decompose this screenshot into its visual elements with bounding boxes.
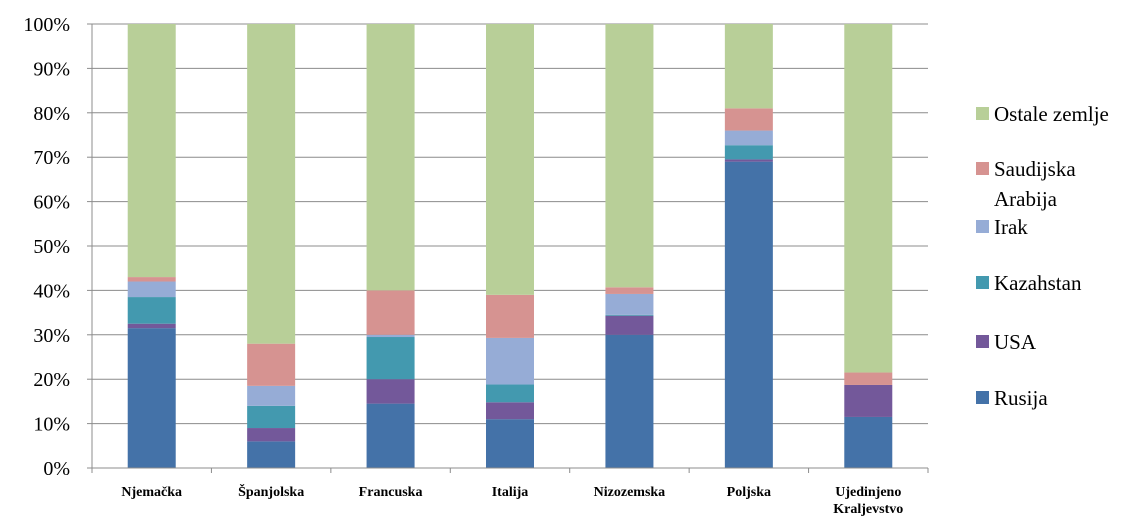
- bar-segment: [486, 337, 534, 385]
- bar-segment: [486, 384, 534, 403]
- y-tick-label: 70%: [33, 147, 70, 169]
- bar-segment: [844, 416, 893, 468]
- bar-segment: [127, 328, 176, 468]
- bar-segment: [605, 315, 654, 335]
- legend-label: USA: [994, 330, 1037, 354]
- bar-segment: [366, 337, 415, 380]
- x-tick-label: Španjolska: [238, 483, 304, 500]
- x-tick-label: Ujedinjeno Kraljevstvo: [833, 485, 903, 517]
- bar-segment: [127, 24, 176, 278]
- y-tick-label: 80%: [33, 103, 70, 125]
- bar-segment: [486, 419, 534, 468]
- y-tick-label: 0%: [43, 458, 70, 480]
- bar-segment: [127, 277, 176, 282]
- bar-segment: [605, 314, 654, 316]
- y-tick-label: 60%: [33, 192, 70, 214]
- bar-segment: [724, 159, 773, 162]
- legend-label: Irak: [994, 215, 1028, 239]
- bar-segment: [366, 290, 415, 335]
- bar-segment: [247, 428, 296, 442]
- bar-segment: [486, 402, 534, 420]
- bar-segment: [486, 294, 534, 338]
- x-tick-label: Italija: [492, 485, 529, 500]
- x-tick-label: Francuska: [359, 485, 423, 500]
- legend-swatch: [976, 162, 989, 175]
- bar-segment: [724, 108, 773, 131]
- bar-segment: [605, 287, 654, 294]
- bars: [127, 24, 893, 468]
- bar-segment: [127, 281, 176, 298]
- bar-segment: [366, 379, 415, 404]
- x-tick-label: Njemačka: [121, 485, 182, 500]
- bar-segment: [127, 297, 176, 324]
- bar-segment: [844, 372, 893, 385]
- y-axis-ticks: 0% 10% 20% 30% 40% 50% 60% 70% 80% 90% 100%: [23, 14, 92, 480]
- bar-segment: [366, 403, 415, 468]
- bar-segment: [247, 405, 296, 429]
- y-tick-label: 90%: [33, 58, 70, 80]
- bar-segment: [605, 24, 654, 288]
- bar-segment: [724, 161, 773, 468]
- x-tick-label: Poljska: [727, 485, 771, 500]
- legend-swatch: [976, 107, 989, 120]
- x-axis-ticks: Njemačka Španjolska Francuska Italija Nizoze…: [91, 468, 929, 517]
- legend-swatch: [976, 220, 989, 233]
- bar-segment: [724, 130, 773, 146]
- bar-segment: [724, 24, 773, 109]
- bar-segment: [247, 343, 296, 386]
- bar-segment: [724, 145, 773, 160]
- bar-segment: [605, 293, 654, 315]
- bar-segment: [366, 24, 415, 291]
- bar-segment: [844, 24, 893, 373]
- bar-segment: [605, 334, 654, 468]
- y-tick-label: 100%: [23, 14, 70, 36]
- legend-label: Rusija: [994, 386, 1048, 410]
- y-tick-label: 10%: [33, 414, 70, 436]
- y-tick-label: 30%: [33, 325, 70, 347]
- y-tick-label: 20%: [33, 369, 70, 391]
- legend-label: Ostale zemlje: [994, 102, 1109, 126]
- x-tick-label: Nizozemska: [594, 485, 666, 500]
- legend-swatch: [976, 391, 989, 404]
- legend: Ostale zemlje Saudijska Arabija Irak Kazahst…: [976, 102, 1109, 410]
- bar-segment: [247, 441, 296, 468]
- legend-swatch: [976, 276, 989, 289]
- bar-segment: [247, 385, 296, 406]
- bar-segment: [366, 334, 415, 338]
- bar-segment: [844, 384, 893, 417]
- bar-segment: [127, 323, 176, 329]
- bar-segment: [247, 24, 296, 344]
- legend-swatch: [976, 335, 989, 348]
- legend-label: Kazahstan: [994, 271, 1082, 295]
- y-tick-label: 40%: [33, 280, 70, 302]
- legend-label: Saudijska Arabija: [994, 157, 1076, 211]
- y-tick-label: 50%: [33, 236, 70, 258]
- bar-segment: [486, 24, 534, 295]
